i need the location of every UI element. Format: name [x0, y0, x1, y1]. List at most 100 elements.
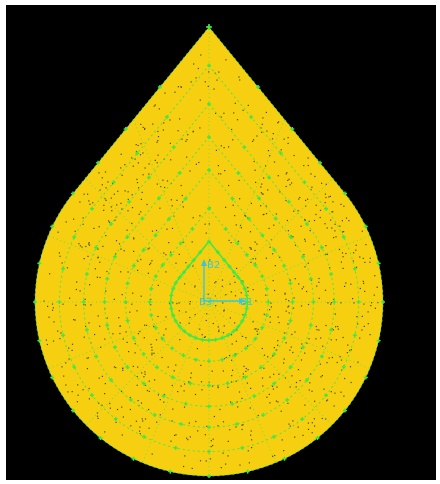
surface-speck — [120, 167, 122, 169]
surface-speck — [189, 303, 191, 305]
surface-speck — [341, 231, 344, 233]
surface-speck — [301, 288, 303, 290]
mesh-node — [207, 135, 211, 139]
surface-speck — [154, 104, 156, 106]
surface-speck — [294, 436, 296, 438]
surface-speck — [346, 352, 348, 354]
surface-speck — [307, 164, 309, 167]
surface-speck — [75, 304, 77, 306]
surface-speck — [256, 333, 259, 335]
surface-speck — [102, 245, 104, 247]
surface-speck — [272, 133, 274, 135]
surface-speck — [284, 332, 286, 334]
surface-speck — [97, 248, 99, 250]
surface-speck — [371, 302, 373, 304]
surface-speck — [180, 86, 182, 88]
mesh-node — [167, 216, 171, 221]
surface-speck — [176, 303, 178, 305]
surface-speck — [131, 194, 133, 196]
surface-speck — [230, 381, 233, 383]
surface-speck — [147, 248, 149, 250]
surface-speck — [325, 183, 327, 185]
surface-speck — [310, 188, 312, 191]
surface-speck — [350, 349, 352, 351]
surface-speck — [53, 321, 55, 323]
surface-speck — [153, 352, 155, 354]
surface-speck — [190, 377, 192, 379]
surface-speck — [163, 334, 165, 336]
surface-speck — [113, 366, 115, 368]
surface-speck — [321, 417, 323, 420]
surface-speck — [268, 227, 270, 229]
surface-speck — [185, 311, 187, 313]
axis-triad: B1 B2 B3 — [199, 259, 253, 308]
surface-speck — [270, 302, 272, 304]
mesh-node — [282, 336, 287, 341]
surface-speck — [287, 306, 289, 308]
surface-speck — [376, 286, 378, 288]
surface-speck — [293, 210, 295, 212]
mesh-node — [125, 365, 130, 370]
surface-speck — [347, 344, 349, 346]
surface-speck — [134, 343, 136, 345]
surface-speck — [157, 136, 160, 138]
surface-speck — [199, 127, 201, 129]
surface-speck — [182, 241, 184, 243]
surface-speck — [301, 343, 303, 345]
surface-speck — [220, 467, 222, 469]
surface-speck — [227, 440, 229, 442]
surface-speck — [313, 244, 315, 246]
surface-speck — [130, 425, 132, 427]
surface-speck — [314, 425, 316, 427]
surface-speck — [370, 305, 372, 307]
surface-speck — [96, 276, 98, 278]
surface-speck — [129, 396, 131, 399]
surface-speck — [63, 375, 65, 377]
surface-speck — [170, 440, 172, 442]
surface-speck — [325, 253, 327, 255]
surface-speck — [191, 467, 193, 469]
surface-speck — [344, 285, 346, 287]
surface-speck — [235, 426, 237, 428]
surface-speck — [267, 150, 270, 152]
mesh-node — [168, 469, 173, 474]
mesh-node — [61, 266, 66, 271]
viewport-canvas[interactable]: B1 B2 B3 — [6, 5, 436, 480]
mesh-node — [84, 272, 89, 277]
surface-speck — [248, 462, 250, 464]
mesh-node — [123, 300, 128, 304]
mesh-node — [363, 224, 368, 229]
surface-speck — [204, 336, 206, 338]
surface-speck — [113, 298, 115, 300]
surface-speck — [272, 253, 274, 255]
mesh-node — [57, 300, 62, 304]
surface-speck — [250, 247, 252, 249]
surface-speck — [247, 450, 249, 452]
surface-speck — [116, 204, 118, 206]
mesh-node — [215, 250, 220, 255]
surface-speck — [315, 213, 317, 216]
surface-speck — [331, 356, 333, 359]
surface-speck — [128, 351, 130, 353]
surface-speck — [304, 266, 306, 268]
surface-speck — [157, 315, 159, 318]
surface-speck — [331, 211, 333, 213]
mesh-node — [207, 239, 211, 244]
surface-speck — [221, 279, 224, 281]
mesh-node — [131, 456, 136, 461]
surface-speck — [220, 145, 222, 147]
surface-speck — [188, 381, 190, 383]
surface-speck — [365, 244, 367, 246]
surface-speck — [250, 202, 252, 204]
surface-speck — [190, 372, 192, 374]
surface-speck — [65, 221, 67, 223]
surface-speck — [127, 191, 129, 193]
surface-speck — [261, 193, 263, 195]
mesh-node — [282, 456, 287, 461]
surface-speck — [180, 184, 182, 187]
surface-speck — [103, 209, 105, 211]
surface-speck — [377, 302, 379, 304]
surface-speck — [166, 228, 168, 230]
surface-speck — [69, 297, 71, 299]
surface-speck — [287, 323, 289, 325]
